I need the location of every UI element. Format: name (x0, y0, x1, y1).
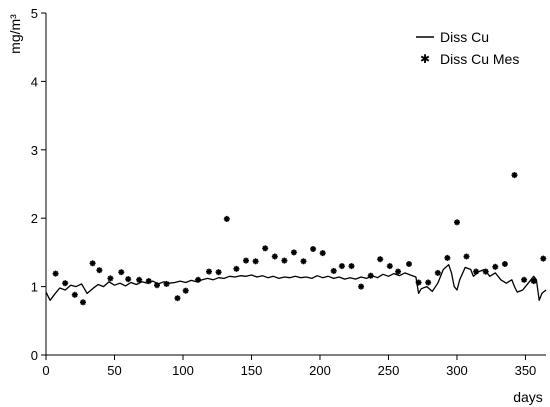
data-point-diss-cu-mes (386, 263, 393, 270)
x-axis-label: days (513, 389, 543, 405)
data-point-diss-cu-mes (482, 268, 489, 275)
data-point-diss-cu-mes (463, 253, 470, 260)
data-point-diss-cu-mes (330, 267, 337, 274)
data-point-diss-cu-mes (473, 268, 480, 275)
data-point-diss-cu-mes (154, 282, 160, 289)
data-point-diss-cu-mes (310, 246, 317, 252)
y-tick-label: 1 (31, 280, 38, 295)
data-point-diss-cu-mes (511, 172, 518, 179)
y-tick-label: 4 (31, 74, 38, 89)
data-point-diss-cu-mes (319, 250, 326, 257)
data-point-diss-cu-mes (174, 295, 181, 302)
tick-marks (41, 12, 526, 360)
data-point-diss-cu-mes (338, 263, 345, 270)
data-point-diss-cu-mes (243, 257, 249, 264)
data-point-diss-cu-mes (118, 269, 125, 276)
axes (45, 13, 546, 356)
x-tick-label: 100 (172, 363, 194, 378)
x-tick-label: 150 (241, 363, 263, 378)
data-point-diss-cu-mes (406, 261, 412, 267)
data-point-diss-cu-mes (521, 276, 528, 283)
data-point-diss-cu-mes (223, 215, 230, 222)
data-point-diss-cu-mes (358, 283, 365, 290)
data-point-diss-cu-mes (290, 249, 297, 256)
data-point-diss-cu-mes (367, 272, 374, 279)
data-point-diss-cu-mes (444, 254, 451, 261)
x-tick-label: 50 (107, 363, 121, 378)
data-point-diss-cu-mes (89, 260, 96, 267)
data-point-diss-cu-mes (415, 279, 422, 286)
x-tick-label: 250 (378, 363, 400, 378)
data-point-diss-cu-mes (233, 265, 240, 272)
y-tick-label: 5 (31, 6, 38, 21)
x-tick-label: 350 (515, 363, 537, 378)
legend-label-diss-cu: Diss Cu (440, 29, 489, 45)
data-point-diss-cu-mes (540, 255, 547, 262)
data-point-diss-cu-mes (107, 275, 114, 282)
y-tick-label: 3 (31, 143, 38, 158)
x-tick-label: 300 (446, 363, 468, 378)
data-point-diss-cu-mes (262, 245, 269, 252)
data-point-diss-cu-mes (281, 257, 288, 264)
legend-marker-swatch: ✱ (420, 52, 430, 66)
data-point-diss-cu-mes (71, 291, 78, 298)
data-point-diss-cu-mes (434, 269, 441, 276)
data-point-diss-cu-mes (454, 219, 460, 226)
y-tick-label: 0 (31, 348, 38, 363)
data-point-diss-cu-mes (271, 253, 278, 260)
data-point-diss-cu-mes (206, 268, 212, 275)
data-point-diss-cu-mes (215, 269, 222, 276)
data-point-diss-cu-mes (252, 258, 259, 265)
data-point-diss-cu-mes (80, 299, 86, 306)
data-point-diss-cu-mes (425, 279, 432, 286)
data-point-diss-cu-mes (492, 263, 499, 270)
data-point-diss-cu-mes (395, 268, 402, 275)
y-axis-label: mg/m³ (7, 14, 23, 54)
data-point-diss-cu-mes (96, 267, 103, 274)
data-point-diss-cu-mes (62, 280, 69, 287)
data-point-diss-cu-mes (145, 278, 152, 285)
data-point-diss-cu-mes (163, 280, 170, 287)
data-point-diss-cu-mes (377, 256, 384, 263)
x-tick-label: 0 (42, 363, 49, 378)
plot-area (45, 172, 547, 306)
series-line-diss-cu (45, 264, 547, 301)
legend: Diss Cu ✱ Diss Cu Mes (416, 29, 519, 67)
data-point-diss-cu-mes (125, 276, 132, 283)
legend-label-diss-cu-mes: Diss Cu Mes (440, 51, 519, 67)
y-tick-label: 2 (31, 211, 38, 226)
data-point-diss-cu-mes (348, 263, 355, 270)
data-point-diss-cu-mes (530, 278, 537, 285)
data-point-diss-cu-mes (52, 270, 59, 277)
data-point-diss-cu-mes (136, 276, 143, 283)
data-point-diss-cu-mes (182, 287, 189, 294)
x-tick-label: 200 (309, 363, 331, 378)
data-point-diss-cu-mes (195, 276, 202, 283)
data-point-diss-cu-mes (300, 258, 307, 265)
data-point-diss-cu-mes (501, 261, 508, 267)
